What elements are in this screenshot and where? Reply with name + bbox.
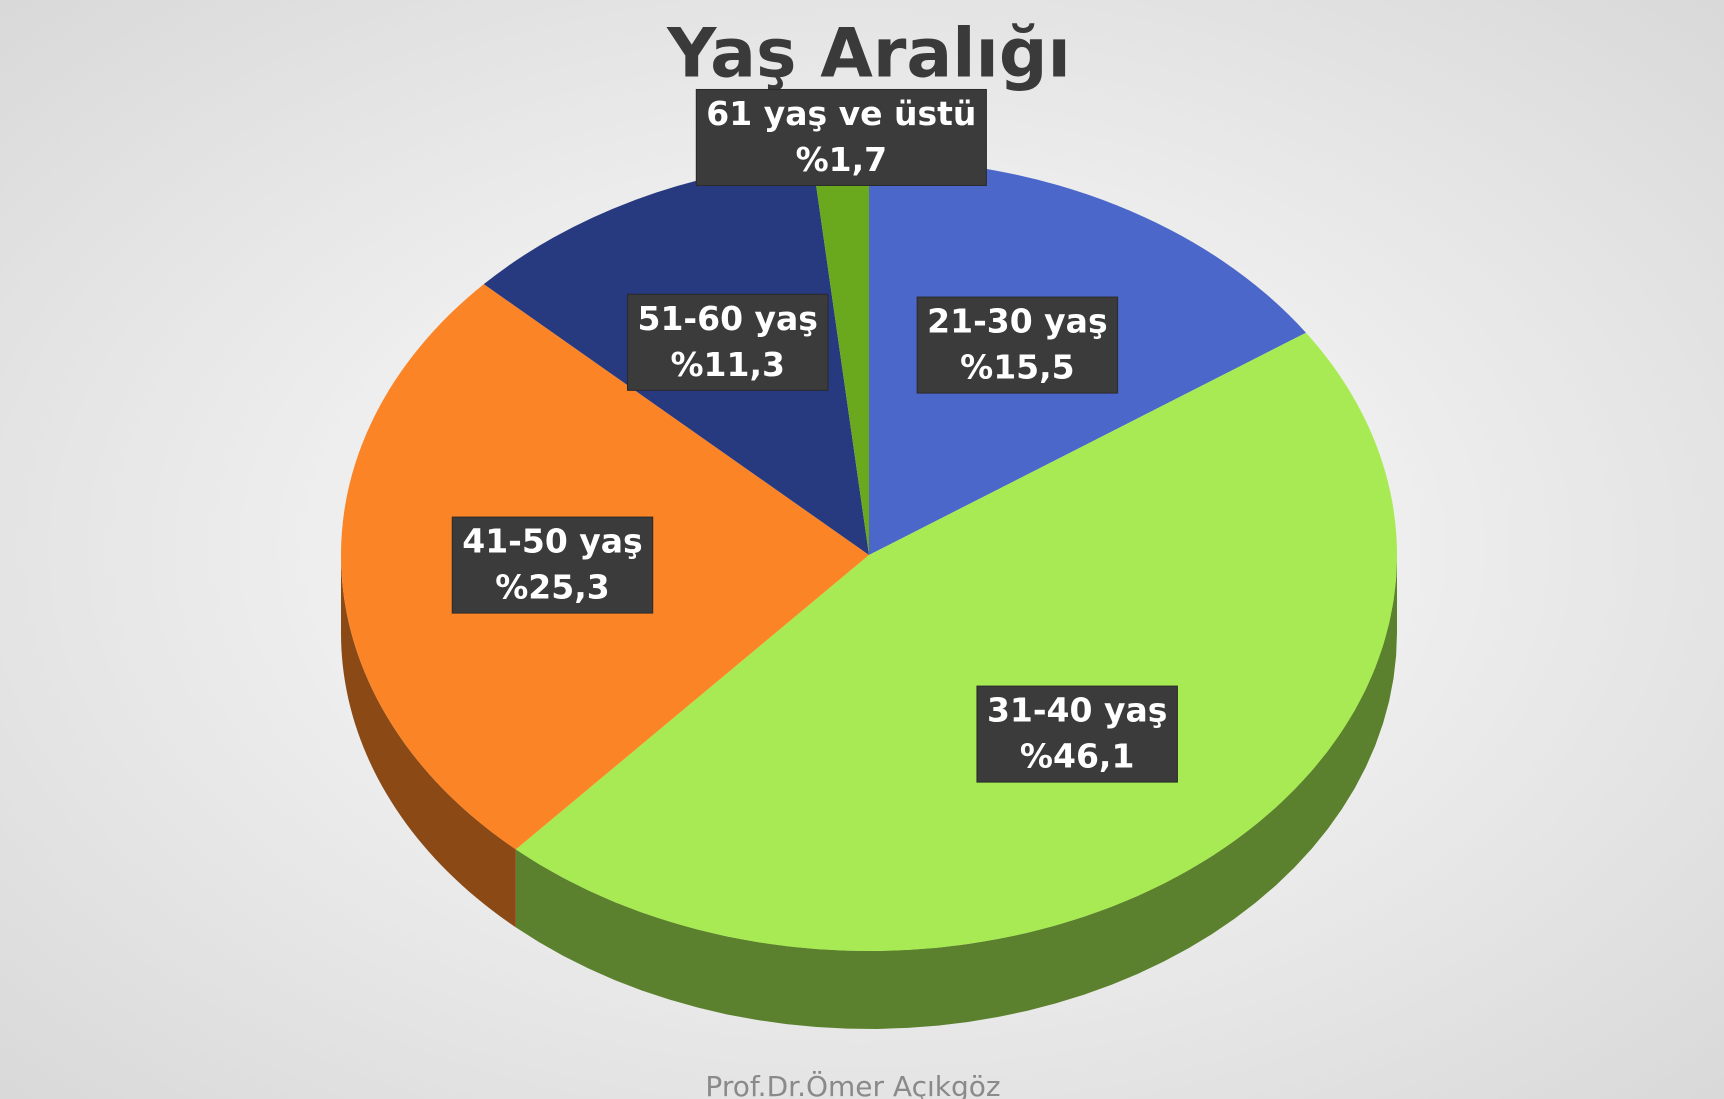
- slice-side: [341, 555, 516, 928]
- chart-title: Yaş Aralığı: [666, 15, 1071, 94]
- data-label-category: 41-50 yaş: [462, 522, 642, 561]
- data-label-box: [451, 516, 654, 614]
- data-label-category: 31-40 yaş: [987, 691, 1167, 730]
- data-label-value: %25,3: [495, 568, 610, 607]
- data-label: 21-30 yaş %15,5: [916, 296, 1119, 394]
- footer: Prof.Dr.Ömer Açıkgöz: [705, 1069, 1000, 1099]
- data-label: 41-50 yaş %25,3: [451, 516, 654, 614]
- slice: [812, 159, 869, 555]
- data-label-category: 21-30 yaş: [927, 302, 1107, 341]
- data-label-value: %46,1: [1020, 737, 1135, 776]
- data-label-value: %1,7: [796, 140, 888, 179]
- slice-side: [515, 555, 1397, 1029]
- pie-sides: [341, 555, 1397, 1029]
- data-label-box: [626, 293, 829, 391]
- data-label-category: 61 yaş ve üstü: [706, 94, 976, 133]
- slice: [515, 332, 1397, 952]
- data-label-box: [916, 296, 1119, 394]
- data-label-box: [976, 685, 1178, 783]
- data-label: 51-60 yaş %11,3: [626, 293, 829, 391]
- data-label: 61 yaş ve üstü %1,7: [695, 88, 987, 186]
- data-label-box: [695, 88, 987, 186]
- data-label-value: %15,5: [960, 348, 1075, 387]
- data-label: 31-40 yaş %46,1: [976, 685, 1178, 783]
- data-label-category: 51-60 yaş: [637, 299, 817, 338]
- data-label-value: %11,3: [670, 345, 785, 384]
